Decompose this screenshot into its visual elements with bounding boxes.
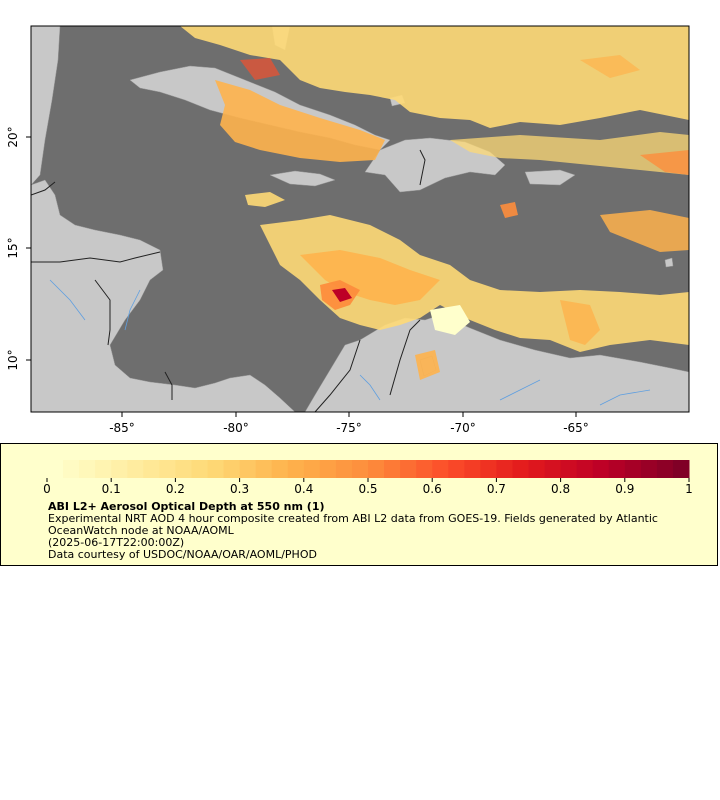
colorbar-segment (351, 460, 369, 478)
colorbar-segment (111, 460, 128, 478)
colorbar-segment (400, 460, 417, 478)
lat-tick-label: 10° (6, 349, 20, 370)
colorbar-tick-label: 0.1 (102, 482, 121, 496)
colorbar-segment (191, 460, 208, 478)
map-frame (30, 25, 690, 413)
colorbar-segment (512, 460, 529, 478)
colorbar-segment (544, 460, 562, 478)
colorbar-segment (159, 460, 176, 478)
legend-title: ABI L2+ Aerosol Optical Depth at 550 nm … (48, 500, 325, 513)
colorbar-segment (175, 460, 192, 478)
colorbar-tick-label: 0.9 (615, 482, 634, 496)
colorbar-segment (384, 460, 401, 478)
colorbar-segment (560, 460, 578, 478)
colorbar-tick-label: 0.7 (487, 482, 506, 496)
colorbar-segment (79, 460, 96, 478)
colorbar-segment (319, 460, 337, 478)
colorbar-segment (95, 460, 112, 478)
lon-tick-label: -75° (336, 421, 362, 435)
legend-description-line-1: Experimental NRT AOD 4 hour composite cr… (48, 512, 658, 525)
lon-tick-label: -85° (109, 421, 135, 435)
colorbar-segment (576, 460, 594, 478)
colorbar-segment (416, 460, 433, 478)
colorbar-tick-label: 0.8 (551, 482, 570, 496)
colorbar-segment (287, 460, 305, 478)
lon-tick-label: -65° (563, 421, 589, 435)
legend-description-line-2: OceanWatch node at NOAA/AOML (48, 524, 234, 537)
colorbar-tick-label: 1 (685, 482, 693, 496)
colorbar-tick-label: 0.2 (166, 482, 185, 496)
colorbar-segment (239, 460, 257, 478)
colorbar-segment (448, 460, 465, 478)
colorbar-segment (496, 460, 513, 478)
colorbar-tick-label: 0.5 (358, 482, 377, 496)
colorbar-segment (271, 460, 289, 478)
colorbar-segment (127, 460, 144, 478)
colorbar-segment (368, 460, 385, 478)
colorbar-segment (47, 460, 64, 478)
colorbar-tick-label: 0 (43, 482, 51, 496)
rivers (49, 279, 651, 406)
map-ticks: 10° 15° 20° -85° -80° -75° -70° -65° (6, 126, 589, 435)
colorbar-segment (592, 460, 610, 478)
country-borders (31, 149, 426, 412)
lon-tick-label: -80° (223, 421, 249, 435)
colorbar-segment (656, 460, 674, 478)
colorbar-segment (640, 460, 658, 478)
colorbar: 0 0.1 0.2 0.3 0.4 0.5 0.6 0.7 0.8 0.9 1 (43, 460, 693, 496)
colorbar-segment (528, 460, 546, 478)
colorbar-tick-label: 0.3 (230, 482, 249, 496)
colorbar-segment (223, 460, 241, 478)
lon-tick-label: -70° (450, 421, 476, 435)
colorbar-segment (672, 460, 690, 478)
legend-date: (2025-06-17T22:00:00Z) (48, 536, 185, 549)
colorbar-segment (432, 460, 449, 478)
colorbar-tick-label: 0.6 (423, 482, 442, 496)
colorbar-segment (63, 460, 80, 478)
colorbar-segment (335, 460, 353, 478)
aod-field (180, 26, 689, 380)
lat-tick-label: 20° (6, 126, 20, 147)
colorbar-segment (255, 460, 273, 478)
lat-tick-label: 15° (6, 237, 20, 258)
colorbar-segment (480, 460, 497, 478)
colorbar-segment (303, 460, 321, 478)
colorbar-segment (608, 460, 626, 478)
colorbar-segment (624, 460, 642, 478)
legend-credit: Data courtesy of USDOC/NOAA/OAR/AOML/PHO… (48, 548, 317, 561)
colorbar-segment (207, 460, 225, 478)
colorbar-segment (464, 460, 481, 478)
colorbar-tick-label: 0.4 (294, 482, 313, 496)
colorbar-segment (143, 460, 160, 478)
aod-map: 10° 15° 20° -85° -80° -75° -70° -65° (6, 25, 690, 435)
